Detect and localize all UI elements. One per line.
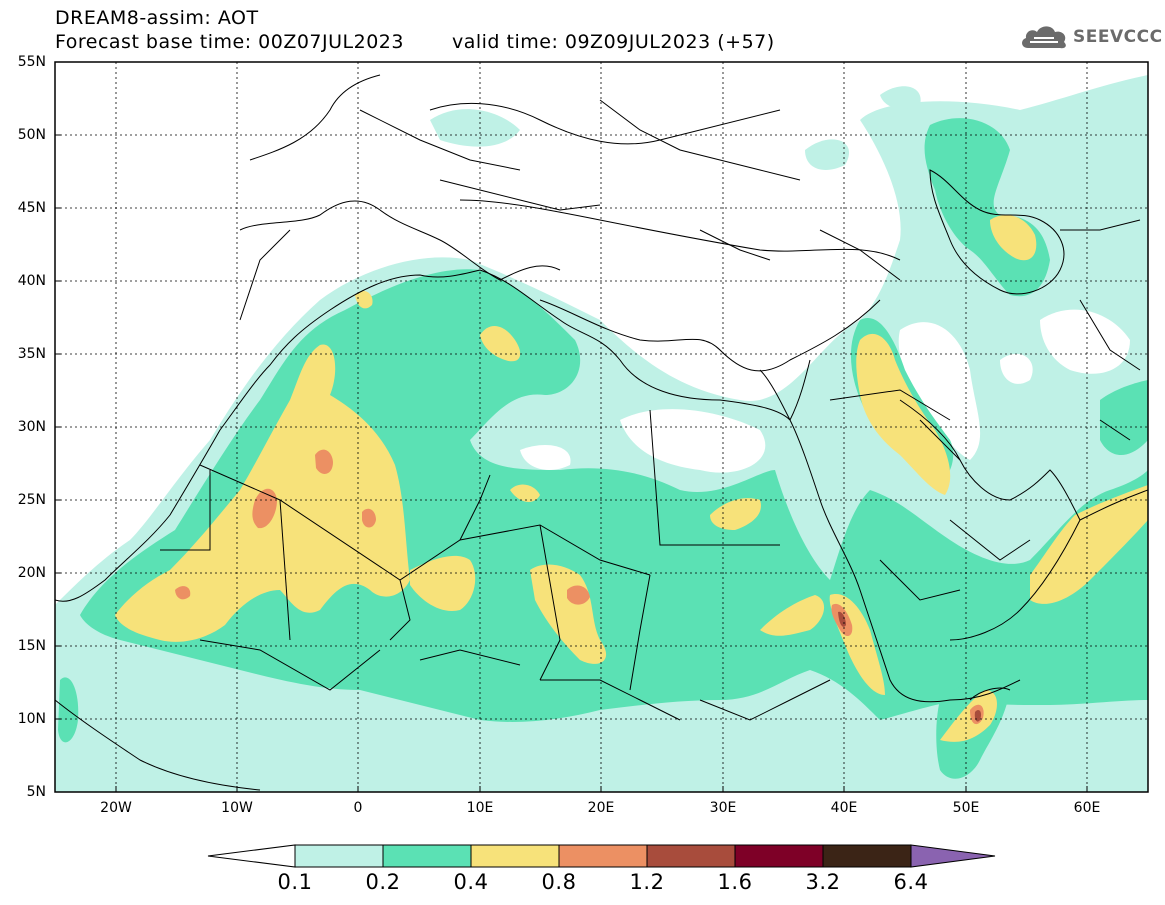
lon-label: 50E <box>952 800 980 816</box>
lat-label: 50N <box>17 127 46 143</box>
colorbar-tick-label: 0.4 <box>453 870 489 894</box>
cloud-icon <box>1022 26 1066 49</box>
colorbar-swatch <box>382 844 472 868</box>
lon-label: 10W <box>221 800 253 816</box>
map-frame <box>54 61 1149 793</box>
aot-low-areas <box>370 309 1130 534</box>
seevccc-logo: SEEVCCC <box>1018 22 1163 52</box>
colorbar-swatch <box>734 844 824 868</box>
axis-ticks <box>55 61 1088 793</box>
lat-label: 15N <box>17 638 46 654</box>
lat-label: 45N <box>17 200 46 216</box>
lat-label: 20N <box>17 565 46 581</box>
aot-field <box>55 75 1148 792</box>
colorbar-tick-label: 0.2 <box>365 870 401 894</box>
colorbar-over-arrow <box>910 844 996 868</box>
lat-label: 35N <box>17 346 46 362</box>
logo-text: SEEVCCC <box>1073 27 1163 47</box>
colorbar-swatch <box>822 844 912 868</box>
time-info: Forecast base time: 00Z07JUL2023 valid ti… <box>55 31 775 53</box>
colorbar <box>207 844 996 868</box>
map-title: DREAM8-assim: AOT <box>55 7 259 29</box>
lon-label: 20W <box>100 800 132 816</box>
lat-label: 25N <box>17 492 46 508</box>
lon-label: 20E <box>587 800 615 816</box>
colorbar-tick-label: 3.2 <box>805 870 841 894</box>
lat-label: 5N <box>26 784 46 800</box>
colorbar-tick-label: 1.6 <box>717 870 753 894</box>
colorbar-tick-label: 0.8 <box>541 870 577 894</box>
colorbar-tick-label: 1.2 <box>629 870 665 894</box>
colorbar-under-arrow <box>207 844 296 868</box>
colorbar-tick-label: 0.1 <box>277 870 313 894</box>
lon-label: 40E <box>830 800 858 816</box>
lat-label: 55N <box>17 54 46 70</box>
colorbar-tick-label: 6.4 <box>893 870 929 894</box>
lon-label: 60E <box>1073 800 1101 816</box>
colorbar-swatch <box>470 844 560 868</box>
colorbar-swatch <box>558 844 648 868</box>
lon-label: 30E <box>709 800 737 816</box>
graticule <box>55 62 1148 792</box>
lon-label: 0 <box>353 800 363 816</box>
lat-label: 10N <box>17 711 46 727</box>
colorbar-swatch <box>646 844 736 868</box>
lon-label: 10E <box>466 800 494 816</box>
valid-time: valid time: 09Z09JUL2023 (+57) <box>451 31 775 53</box>
lat-label: 30N <box>17 419 46 435</box>
colorbar-swatch <box>294 844 384 868</box>
lat-label: 40N <box>17 273 46 289</box>
forecast-base-time: Forecast base time: 00Z07JUL2023 <box>55 31 404 53</box>
